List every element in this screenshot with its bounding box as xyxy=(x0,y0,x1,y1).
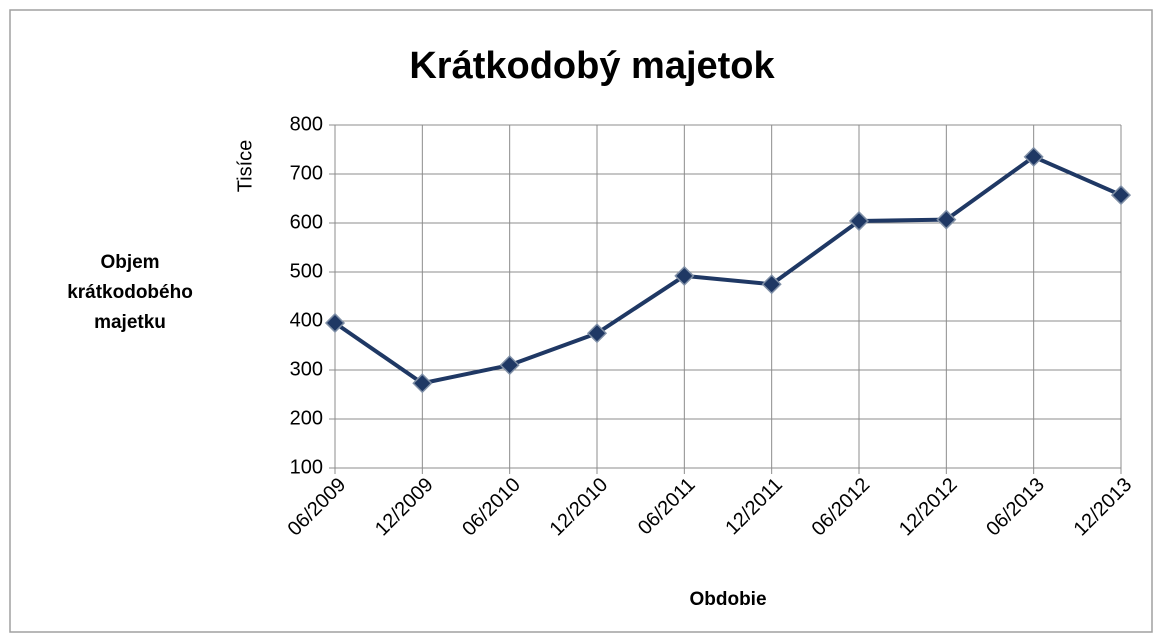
marker xyxy=(412,373,433,394)
marker xyxy=(1023,146,1044,167)
marker xyxy=(499,355,520,376)
y-axis-label: Objem krátkodobého majetku xyxy=(67,252,193,333)
x-axis-label: Obdobie xyxy=(689,589,766,610)
y-tick-label: 500 xyxy=(290,260,323,282)
y-tick-label: 700 xyxy=(290,162,323,184)
y-tick-label: 300 xyxy=(290,358,323,380)
line xyxy=(333,154,1122,386)
marker xyxy=(1110,185,1132,206)
y-tick-label: 100 xyxy=(290,456,323,478)
y-tick-label: 800 xyxy=(290,113,323,135)
marker xyxy=(848,210,870,232)
marker xyxy=(761,274,782,295)
chart-title: Krátkodobý majetok xyxy=(409,45,775,87)
marker xyxy=(324,312,346,334)
y-tick-label: 600 xyxy=(290,211,323,233)
y-unit-label: Tisíce xyxy=(234,140,256,193)
marker xyxy=(586,323,608,344)
y-tick-label: 400 xyxy=(290,309,323,331)
marker xyxy=(936,209,957,230)
y-tick-label: 200 xyxy=(290,407,323,429)
marker xyxy=(674,265,695,286)
